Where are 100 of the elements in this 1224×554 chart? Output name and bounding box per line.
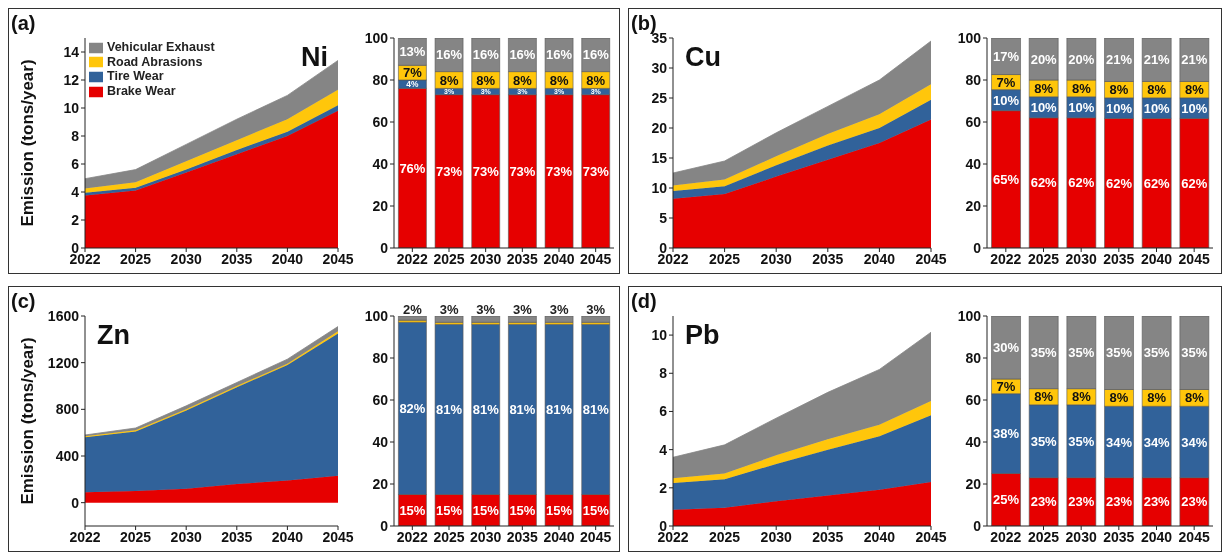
data-label: 8% xyxy=(1147,390,1167,406)
x-tick-label: 2022 xyxy=(396,250,429,267)
x-tick-label: 2025 xyxy=(1027,528,1060,545)
x-tick-label: 2045 xyxy=(1178,250,1210,267)
y-tick-label: 0 xyxy=(973,239,982,256)
x-tick-label: 2035 xyxy=(221,250,253,267)
data-label: 21% xyxy=(1143,52,1171,68)
x-tick-label: 2035 xyxy=(506,528,539,545)
y-tick-label: 2 xyxy=(659,479,668,496)
data-label: 62% xyxy=(1181,175,1208,191)
x-tick-label: 2025 xyxy=(1027,250,1060,267)
data-label: 73% xyxy=(436,163,463,179)
text: (c) xyxy=(11,290,36,313)
y-tick-label: 12 xyxy=(63,71,80,88)
y-tick-label: 40 xyxy=(372,433,389,450)
data-label: 82% xyxy=(399,400,426,416)
data-label: 62% xyxy=(1030,175,1058,191)
y-tick-label: 1600 xyxy=(47,307,80,324)
data-label: 10% xyxy=(1143,100,1171,116)
y-tick-label: 6 xyxy=(659,403,668,420)
x-tick-label: 2025 xyxy=(709,250,741,267)
y-tick-label: 80 xyxy=(965,71,982,88)
x-tick-label: 2045 xyxy=(1178,528,1210,545)
data-label: 25% xyxy=(993,492,1020,508)
data-label: 8% xyxy=(1184,82,1205,98)
data-label: 4% xyxy=(406,79,419,90)
data-label: 8% xyxy=(1109,82,1129,98)
data-label: 16% xyxy=(436,47,463,63)
y-tick-label: 10 xyxy=(651,179,668,196)
data-label: 34% xyxy=(1143,434,1171,450)
y-tick-label: 40 xyxy=(965,155,982,172)
data-label: 3% xyxy=(513,301,533,317)
x-tick-label: 2040 xyxy=(863,528,896,545)
data-label: 20% xyxy=(1068,51,1095,67)
data-label: 35% xyxy=(1030,433,1058,449)
y-tick-label: 6 xyxy=(71,155,80,172)
text: (d) xyxy=(631,290,657,313)
x-tick-label: 2035 xyxy=(221,528,253,545)
y-tick-label: 0 xyxy=(380,239,389,256)
data-label: 62% xyxy=(1068,175,1095,191)
x-tick-label: 2030 xyxy=(760,250,792,267)
x-tick-label: 2030 xyxy=(170,250,202,267)
data-label: 15% xyxy=(582,502,610,518)
y-tick-label: 20 xyxy=(372,475,389,492)
data-label: 10% xyxy=(993,92,1020,108)
y-tick-label: 400 xyxy=(55,447,80,464)
data-label: 8% xyxy=(476,72,496,88)
x-tick-label: 2035 xyxy=(1103,528,1135,545)
y-tick-label: 80 xyxy=(965,349,982,366)
x-tick-label: 2045 xyxy=(322,528,354,545)
y-tick-label: 1200 xyxy=(47,354,80,371)
x-tick-label: 2040 xyxy=(1140,528,1173,545)
x-tick-label: 2040 xyxy=(271,250,304,267)
x-tick-label: 2025 xyxy=(120,250,152,267)
data-label: 16% xyxy=(472,47,500,63)
data-label: 73% xyxy=(582,163,610,179)
x-tick-label: 2045 xyxy=(915,250,947,267)
data-label: 10% xyxy=(1068,99,1095,115)
data-label: 81% xyxy=(546,401,573,417)
x-tick-label: 2022 xyxy=(990,250,1022,267)
data-label: 8% xyxy=(439,72,459,88)
x-tick-label: 2035 xyxy=(812,250,844,267)
data-label: 10% xyxy=(1030,99,1058,115)
chart-title: Cu xyxy=(685,42,721,73)
y-tick-label: 8 xyxy=(71,127,80,144)
x-tick-label: 2030 xyxy=(1065,528,1097,545)
x-tick-label: 2030 xyxy=(470,250,502,267)
data-label: 2% xyxy=(403,301,423,317)
data-label: 35% xyxy=(1181,345,1208,361)
data-label: 8% xyxy=(1147,82,1167,98)
data-label: 3% xyxy=(549,301,569,317)
data-label: 8% xyxy=(1071,389,1092,405)
legend-label: Brake Wear xyxy=(107,84,176,99)
data-label: 81% xyxy=(472,401,500,417)
y-tick-label: 10 xyxy=(651,327,668,344)
text: (b) xyxy=(631,12,657,34)
data-label: 35% xyxy=(1068,433,1095,449)
y-tick-label: 25 xyxy=(651,89,668,106)
x-tick-label: 2030 xyxy=(1065,250,1097,267)
y-tick-label: 60 xyxy=(965,113,982,130)
legend-label: Road Abrasions xyxy=(107,54,203,69)
x-tick-label: 2022 xyxy=(69,528,101,545)
data-label: 13% xyxy=(399,44,426,60)
data-label: 8% xyxy=(1184,390,1205,406)
data-label: 3% xyxy=(439,301,459,317)
data-label: 73% xyxy=(509,163,536,179)
y-tick-label: 60 xyxy=(372,113,389,130)
data-label: 8% xyxy=(1109,390,1129,406)
data-label: 23% xyxy=(1181,494,1208,510)
data-label: 3% xyxy=(476,301,496,317)
data-label: 8% xyxy=(549,72,569,88)
bar xyxy=(581,316,611,323)
y-tick-label: 8 xyxy=(659,365,668,382)
y-tick-label: 14 xyxy=(63,43,80,60)
data-label: 3% xyxy=(586,301,606,317)
x-tick-label: 2025 xyxy=(709,528,741,545)
y-tick-label: 80 xyxy=(372,349,389,366)
data-label: 65% xyxy=(993,171,1020,187)
y-tick-label: 5 xyxy=(659,209,668,226)
legend-label: Vehicular Exhaust xyxy=(107,40,215,54)
